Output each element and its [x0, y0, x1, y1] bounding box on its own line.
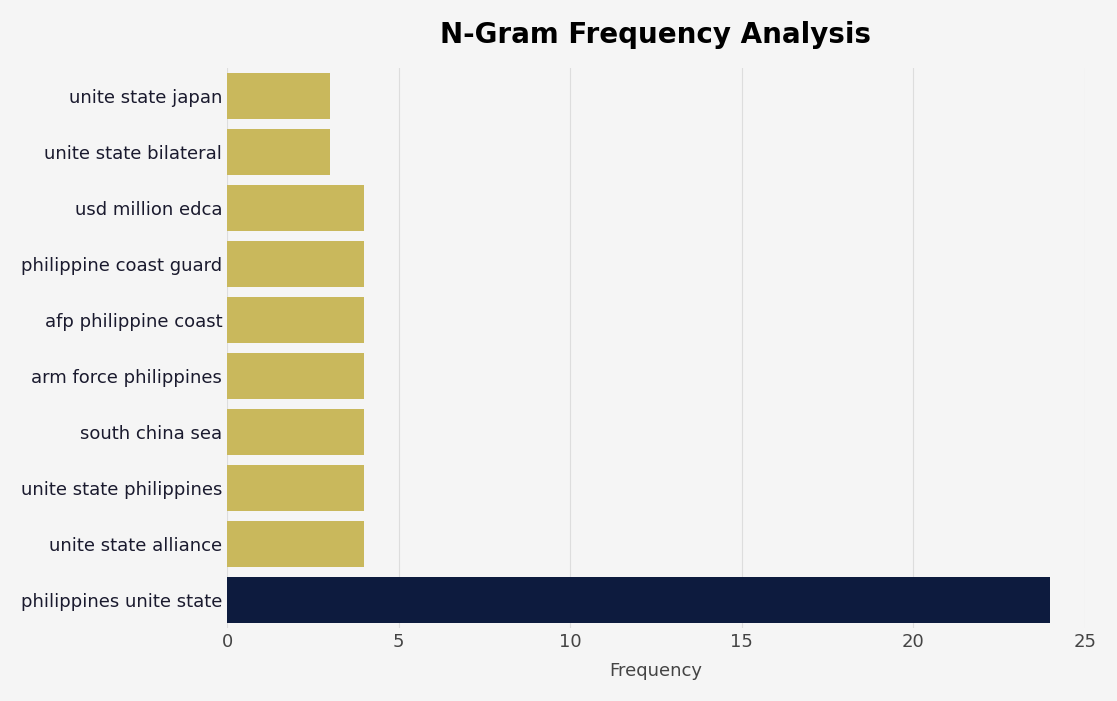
Bar — [227, 185, 364, 231]
Bar — [227, 353, 364, 399]
Title: N-Gram Frequency Analysis: N-Gram Frequency Analysis — [440, 21, 871, 49]
Bar — [227, 409, 364, 455]
Bar — [227, 577, 1050, 623]
Bar — [227, 241, 364, 287]
X-axis label: Frequency: Frequency — [610, 662, 703, 680]
Bar — [227, 465, 364, 511]
Bar — [227, 297, 364, 343]
Bar — [227, 73, 330, 119]
Bar — [227, 521, 364, 567]
Bar — [227, 129, 330, 175]
